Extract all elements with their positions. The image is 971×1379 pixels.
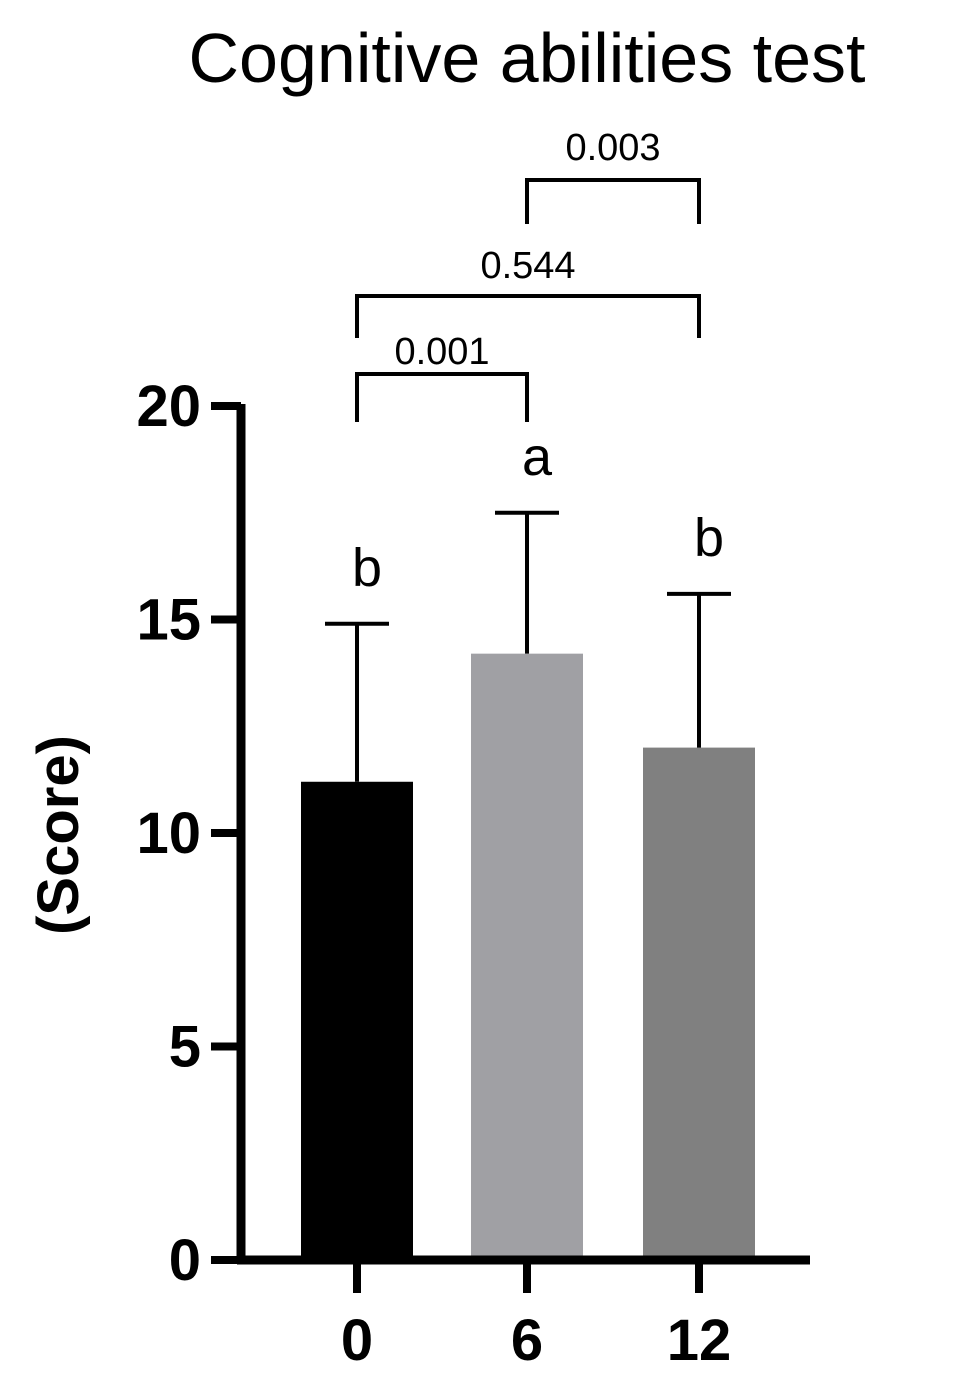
- significance-letter: b: [694, 508, 724, 568]
- comparison-bracket: [355, 372, 529, 422]
- y-tick-label: 20: [136, 374, 201, 439]
- p-value-label: 0.544: [480, 245, 575, 287]
- x-tick-label: 6: [511, 1308, 543, 1373]
- bar-12: [643, 747, 755, 1260]
- bar-0: [301, 781, 413, 1260]
- y-tick-label: 15: [136, 588, 201, 653]
- comparison-bracket: [525, 178, 701, 224]
- significance-letter: b: [352, 538, 382, 598]
- x-tick-label: 12: [667, 1308, 732, 1373]
- y-tick-label: 10: [136, 801, 201, 866]
- p-value-label: 0.003: [565, 127, 660, 169]
- y-axis-label: (Score): [26, 735, 91, 935]
- bar-6: [471, 653, 583, 1260]
- y-tick-label: 0: [169, 1228, 201, 1293]
- y-tick-label: 5: [169, 1015, 201, 1080]
- p-value-label: 0.001: [394, 331, 489, 373]
- x-tick-label: 0: [341, 1308, 373, 1373]
- comparison-bracket: [355, 294, 701, 338]
- chart-title: Cognitive abilities test: [189, 19, 866, 97]
- plot-area: 0 5 10 15 20 0 6 12 b a b 0.001 0.544 0.003: [136, 127, 810, 1373]
- significance-letter: a: [522, 427, 553, 487]
